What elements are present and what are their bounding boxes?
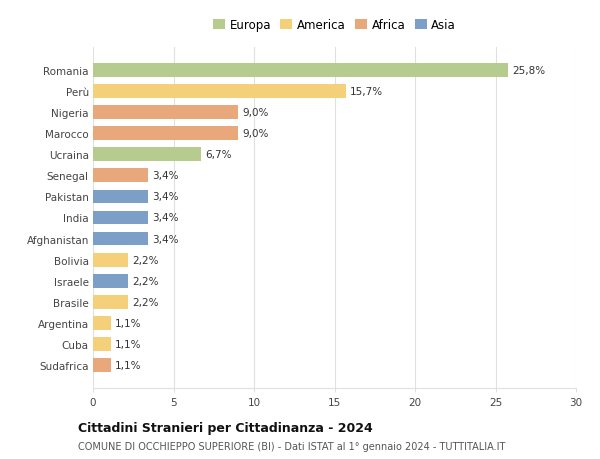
Bar [93,148,201,162]
Text: Cittadini Stranieri per Cittadinanza - 2024: Cittadini Stranieri per Cittadinanza - 2… [78,421,373,434]
Bar [93,106,238,119]
Text: 15,7%: 15,7% [350,87,383,96]
Text: 3,4%: 3,4% [152,192,178,202]
Bar [93,190,148,204]
Bar [93,211,148,225]
Text: 1,1%: 1,1% [115,340,141,349]
Text: 2,2%: 2,2% [133,276,159,286]
Bar [93,359,111,372]
Text: 2,2%: 2,2% [133,255,159,265]
Bar [93,169,148,183]
Text: 9,0%: 9,0% [242,108,268,118]
Bar [93,64,508,77]
Text: 9,0%: 9,0% [242,129,268,139]
Text: 3,4%: 3,4% [152,213,178,223]
Text: COMUNE DI OCCHIEPPO SUPERIORE (BI) - Dati ISTAT al 1° gennaio 2024 - TUTTITALIA.: COMUNE DI OCCHIEPPO SUPERIORE (BI) - Dat… [78,441,505,451]
Bar [93,274,128,288]
Text: 25,8%: 25,8% [512,66,545,75]
Bar [93,85,346,98]
Bar [93,232,148,246]
Bar [93,338,111,351]
Text: 3,4%: 3,4% [152,171,178,181]
Text: 2,2%: 2,2% [133,297,159,308]
Text: 1,1%: 1,1% [115,319,141,328]
Bar [93,253,128,267]
Bar [93,296,128,309]
Text: 1,1%: 1,1% [115,361,141,370]
Legend: Europa, America, Africa, Asia: Europa, America, Africa, Asia [211,17,458,34]
Text: 6,7%: 6,7% [205,150,232,160]
Bar [93,127,238,140]
Bar [93,317,111,330]
Text: 3,4%: 3,4% [152,234,178,244]
